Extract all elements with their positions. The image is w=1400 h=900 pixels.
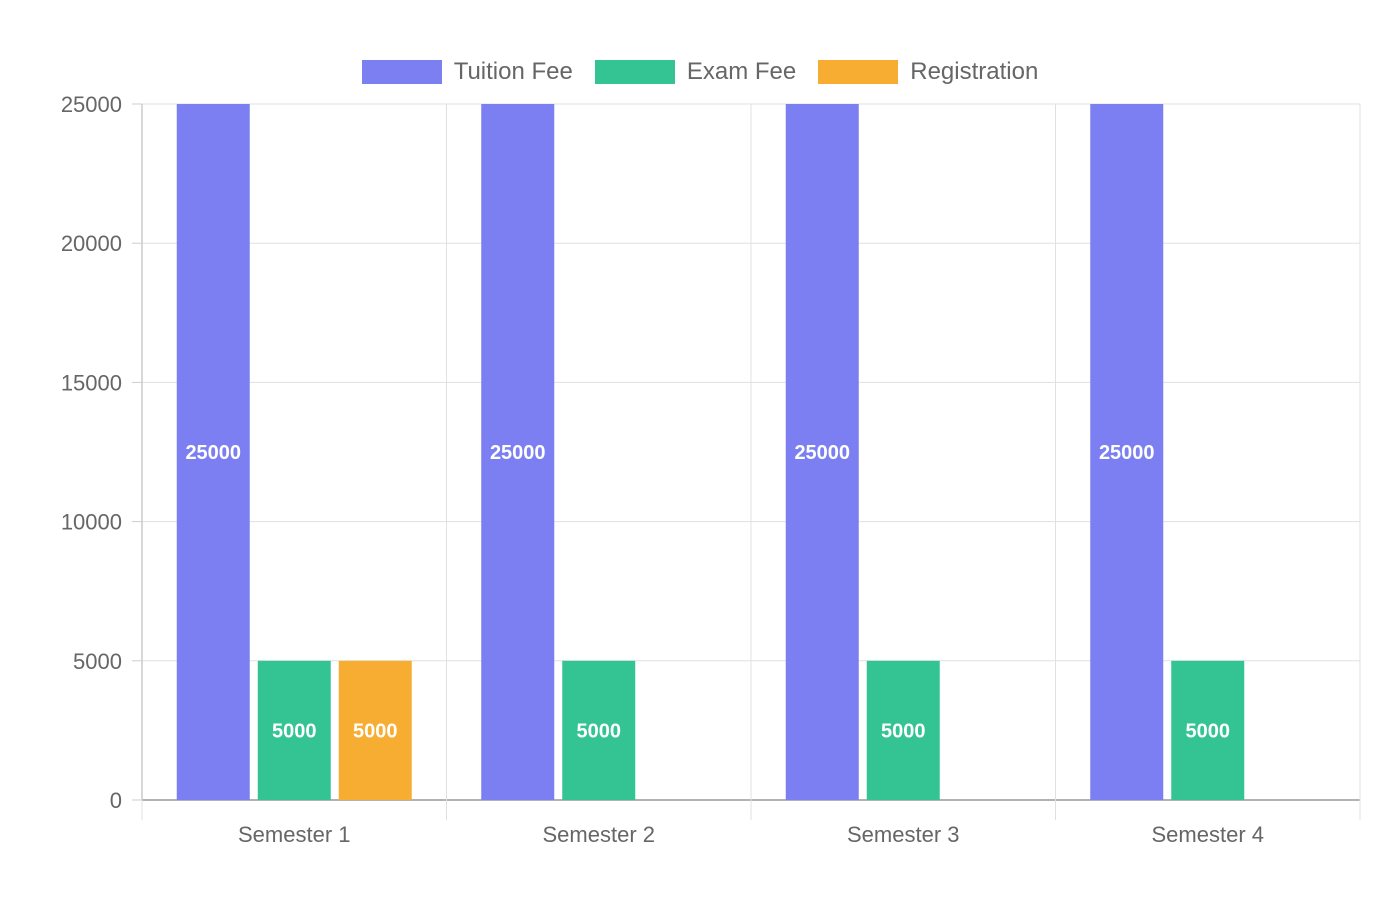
bar-exam-fee-semester-1[interactable] [257, 660, 331, 800]
y-tick-label: 15000 [61, 370, 122, 395]
legend-swatch-tuition-fee [361, 60, 442, 84]
data-label-registration-semester-2: 0 [674, 781, 685, 803]
data-label-tuition-fee-semester-4: 25000 [1099, 442, 1155, 464]
data-label-registration-semester-4: 0 [1283, 781, 1294, 803]
data-label-tuition-fee-semester-3: 25000 [794, 442, 850, 464]
data-label-exam-fee-semester-3: 5000 [881, 720, 926, 742]
legend-label-tuition-fee: Tuition Fee [453, 58, 573, 85]
legend-item-tuition-fee[interactable]: Tuition Fee [361, 58, 573, 86]
legend-swatch-registration [818, 60, 899, 84]
data-label-exam-fee-semester-1: 5000 [272, 720, 317, 742]
y-tick-label: 0 [110, 788, 122, 813]
legend-item-registration[interactable]: Registration [818, 58, 1038, 86]
bar-exam-fee-semester-3[interactable] [866, 660, 940, 800]
x-tick-label-semester-2: Semester 2 [543, 822, 656, 847]
legend-label-registration: Registration [910, 58, 1039, 85]
bar-layer [176, 104, 1245, 800]
y-tick-label: 5000 [73, 649, 122, 674]
bar-exam-fee-semester-4[interactable] [1171, 660, 1245, 800]
bar-tuition-fee-semester-1[interactable] [176, 104, 250, 800]
bar-registration-semester-1[interactable] [338, 660, 412, 800]
data-label-tuition-fee-semester-2: 25000 [490, 442, 546, 464]
bar-tuition-fee-semester-4[interactable] [1090, 104, 1164, 800]
data-label-registration-semester-1: 5000 [353, 720, 398, 742]
data-label-tuition-fee-semester-1: 25000 [185, 442, 241, 464]
bar-exam-fee-semester-2[interactable] [562, 660, 636, 800]
axis-layer: 0 5000 10000 15000 20000 25000 Semester 1 Semes… [61, 92, 1264, 847]
legend-swatch-exam-fee [594, 60, 675, 84]
data-label-exam-fee-semester-2: 5000 [577, 720, 622, 742]
y-tick-label: 10000 [61, 510, 122, 535]
x-tick-label-semester-3: Semester 3 [847, 822, 960, 847]
bar-tuition-fee-semester-3[interactable] [785, 104, 859, 800]
legend-label-exam-fee: Exam Fee [686, 58, 797, 85]
data-label-exam-fee-semester-4: 5000 [1186, 720, 1231, 742]
data-label-registration-semester-3: 0 [979, 781, 990, 803]
y-tick-label: 20000 [61, 231, 122, 256]
y-tick-label: 25000 [61, 92, 122, 117]
bar-tuition-fee-semester-2[interactable] [481, 104, 555, 800]
x-tick-label-semester-1: Semester 1 [238, 822, 351, 847]
x-tick-label-semester-4: Semester 4 [1152, 822, 1265, 847]
legend: Tuition Fee Exam Fee Registration [0, 58, 1400, 86]
legend-item-exam-fee[interactable]: Exam Fee [594, 58, 797, 86]
